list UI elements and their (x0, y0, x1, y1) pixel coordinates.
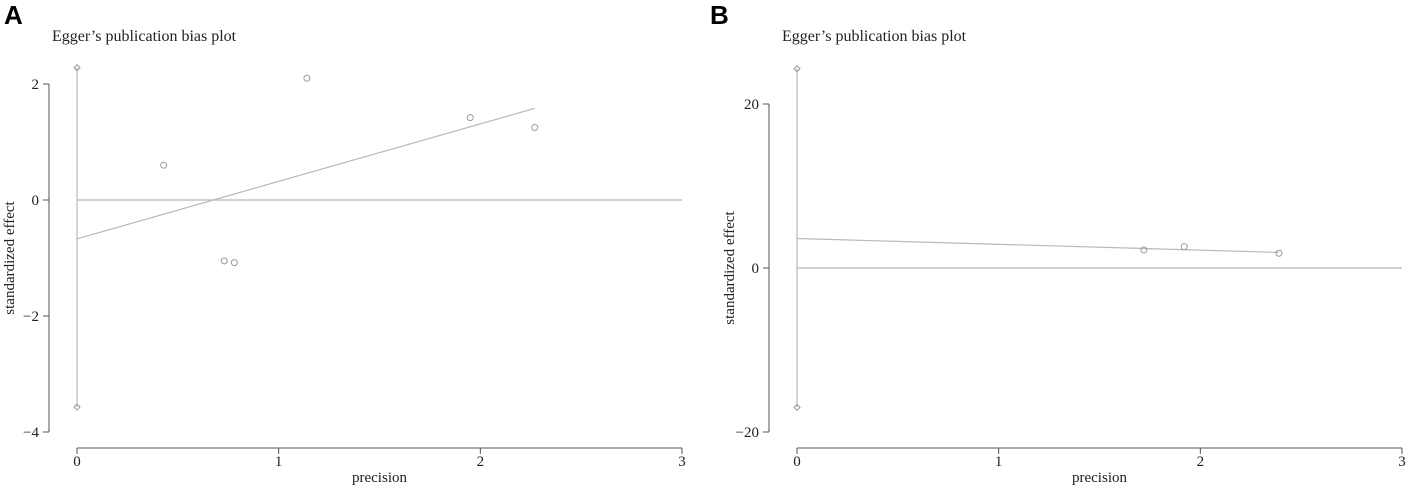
panel-a-chart: 0 1 2 3 −4 −2 0 2 precision standardized effect (2, 64, 686, 486)
panel-a-study-point (531, 124, 539, 131)
panel-b-y-tick-label: 20 (744, 97, 759, 113)
panel-b-chart: 0 1 2 3 −20 0 20 precision standardized effect (722, 65, 1406, 486)
panel-b-study-point (1140, 246, 1148, 254)
panel-b-x-axis-title: precision (1072, 470, 1127, 486)
panel-b-y-tick-label: 0 (752, 261, 760, 277)
panel-b-x-tick-label: 0 (793, 454, 801, 470)
panel-b-title: Egger’s publication bias plot (782, 28, 967, 45)
panel-a-study-point (230, 259, 238, 267)
panel-a-study-point (160, 161, 168, 169)
panel-a-x-tick-label: 2 (477, 454, 485, 470)
panel-a-x-tick-label: 0 (73, 454, 81, 470)
panel-a-y-tick-label: −4 (23, 425, 39, 441)
panel-a-y-tick-label: −2 (23, 309, 39, 325)
panel-a-y-tick-label: 2 (32, 77, 40, 93)
panel-a-regression-line (76, 107, 535, 240)
panel-b-letter: B (710, 0, 729, 30)
panel-a-x-tick-label: 1 (275, 454, 283, 470)
panel-b-y-tick-label: −20 (736, 425, 759, 441)
panel-a-intercept-ci-cap (73, 64, 81, 72)
panel-b-x-tick-label: 1 (995, 454, 1003, 470)
panel-b-intercept-ci-cap (793, 403, 801, 412)
panel-b-intercept-ci-cap (793, 65, 801, 73)
panel-b-regression-line (796, 237, 1280, 254)
panel-a-y-axis-title: standardized effect (2, 200, 18, 314)
panel-a-x-axis-title: precision (352, 470, 407, 486)
panel-a-study-point (466, 114, 474, 122)
panel-a-intercept-ci-cap (73, 403, 81, 411)
panel-a-study-point (303, 74, 311, 82)
panel-b-study-point (1275, 249, 1283, 257)
panel-a-x-tick-label: 3 (678, 454, 686, 470)
panel-a-letter: A (4, 0, 23, 30)
panel-b-study-point (1180, 243, 1188, 251)
panel-b-x-tick-label: 2 (1197, 454, 1205, 470)
panel-a-study-point (220, 257, 228, 265)
panel-b-y-axis-title: standardized effect (722, 210, 738, 324)
panel-a-y-tick-label: 0 (32, 193, 40, 209)
panel-b-x-tick-label: 3 (1398, 454, 1406, 470)
panel-a-title: Egger’s publication bias plot (52, 28, 237, 45)
